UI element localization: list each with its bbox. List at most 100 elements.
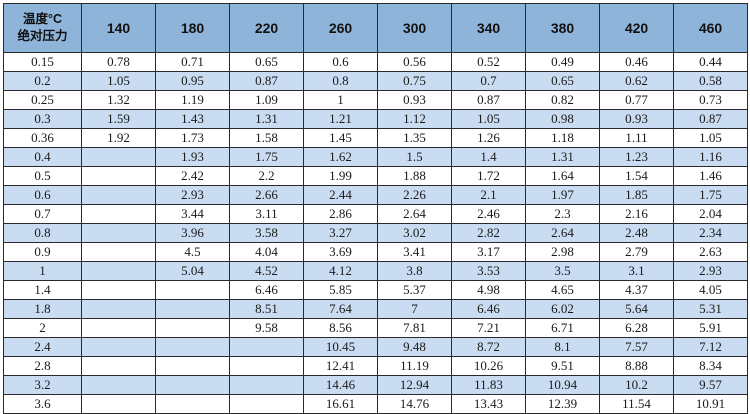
data-cell: 10.2 xyxy=(599,375,674,395)
data-cell: 4.37 xyxy=(599,280,674,300)
table-row: 0.2 1.05 0.95 0.87 0.8 0.75 0.7 0.65 0.62 0.58 xyxy=(3,71,748,91)
column-header-140: 140 xyxy=(81,3,156,53)
data-cell: 1.31 xyxy=(229,109,304,129)
data-cell: 3.1 xyxy=(599,261,674,281)
data-cell: 8.51 xyxy=(229,299,304,319)
row-header-cell: 3.2 xyxy=(3,375,82,395)
row-header-cell: 3.6 xyxy=(3,394,82,414)
table-row: 2.4 10.45 9.48 8.72 8.1 7.57 7.12 xyxy=(3,337,748,357)
data-cell: 7.21 xyxy=(451,318,526,338)
data-cell: 0.82 xyxy=(525,90,600,110)
column-header-420: 420 xyxy=(599,3,674,53)
corner-header-line-2: 绝对压力 xyxy=(17,29,68,43)
table-row: 0.7 3.44 3.11 2.86 2.64 2.46 2.3 2.16 2.04 xyxy=(3,204,748,224)
data-cell: 2.93 xyxy=(155,185,230,205)
data-cell: 2.64 xyxy=(377,204,452,224)
data-cell: 1.32 xyxy=(81,90,156,110)
data-cell: 0.87 xyxy=(451,90,526,110)
data-cell: 2.86 xyxy=(303,204,378,224)
data-cell: 0.6 xyxy=(303,52,378,72)
data-cell: 1.92 xyxy=(81,128,156,148)
data-cell xyxy=(81,147,156,167)
data-cell: 9.57 xyxy=(673,375,748,395)
data-cell: 6.02 xyxy=(525,299,600,319)
data-cell: 1.59 xyxy=(81,109,156,129)
data-cell: 2.48 xyxy=(599,223,674,243)
data-cell: 5.04 xyxy=(155,261,230,281)
data-cell: 1.05 xyxy=(673,128,748,148)
table-row: 2.8 12.41 11.19 10.26 9.51 8.88 8.34 xyxy=(3,356,748,376)
data-cell xyxy=(81,356,156,376)
table-row: 0.6 2.93 2.66 2.44 2.26 2.1 1.97 1.85 1.75 xyxy=(3,185,748,205)
data-cell: 10.91 xyxy=(673,394,748,414)
data-cell: 1.45 xyxy=(303,128,378,148)
data-cell xyxy=(155,394,230,414)
data-cell: 6.28 xyxy=(599,318,674,338)
data-cell: 2.46 xyxy=(451,204,526,224)
data-cell xyxy=(229,356,304,376)
data-cell: 2.42 xyxy=(155,166,230,186)
row-header-cell: 0.4 xyxy=(3,147,82,167)
data-cell xyxy=(81,223,156,243)
data-cell: 11.83 xyxy=(451,375,526,395)
data-cell: 1.46 xyxy=(673,166,748,186)
data-cell xyxy=(81,261,156,281)
data-cell: 1.26 xyxy=(451,128,526,148)
data-cell xyxy=(81,337,156,357)
data-cell: 11.54 xyxy=(599,394,674,414)
data-cell: 0.62 xyxy=(599,71,674,91)
data-cell: 2.63 xyxy=(673,242,748,262)
data-cell: 3.69 xyxy=(303,242,378,262)
data-cell: 1.43 xyxy=(155,109,230,129)
data-cell: 3.44 xyxy=(155,204,230,224)
data-cell: 1.05 xyxy=(81,71,156,91)
row-header-cell: 0.2 xyxy=(3,71,82,91)
table-row: 1.4 6.46 5.85 5.37 4.98 4.65 4.37 4.05 xyxy=(3,280,748,300)
table-row: 1 5.04 4.52 4.12 3.8 3.53 3.5 3.1 2.93 xyxy=(3,261,748,281)
data-cell: 4.98 xyxy=(451,280,526,300)
data-cell: 1.64 xyxy=(525,166,600,186)
data-cell: 4.52 xyxy=(229,261,304,281)
column-header-380: 380 xyxy=(525,3,600,53)
data-cell: 2.44 xyxy=(303,185,378,205)
data-cell: 2.98 xyxy=(525,242,600,262)
data-cell: 1.58 xyxy=(229,128,304,148)
data-cell xyxy=(155,318,230,338)
data-cell: 11.19 xyxy=(377,356,452,376)
row-header-cell: 0.5 xyxy=(3,166,82,186)
data-cell: 1.97 xyxy=(525,185,600,205)
table-body: 0.15 0.78 0.71 0.65 0.6 0.56 0.52 0.49 0.46 0.44 0… xyxy=(3,52,748,414)
data-cell: 3.5 xyxy=(525,261,600,281)
data-cell: 12.41 xyxy=(303,356,378,376)
corner-header-line-1: 温度°C xyxy=(22,12,63,27)
data-cell: 0.93 xyxy=(377,90,452,110)
data-cell xyxy=(81,204,156,224)
data-cell: 0.49 xyxy=(525,52,600,72)
data-cell: 1.88 xyxy=(377,166,452,186)
data-cell: 5.91 xyxy=(673,318,748,338)
data-cell: 8.1 xyxy=(525,337,600,357)
row-header-cell: 0.7 xyxy=(3,204,82,224)
data-cell: 6.46 xyxy=(451,299,526,319)
data-cell: 0.52 xyxy=(451,52,526,72)
data-cell xyxy=(229,375,304,395)
data-cell: 7 xyxy=(377,299,452,319)
row-header-cell: 0.3 xyxy=(3,109,82,129)
data-cell: 14.46 xyxy=(303,375,378,395)
table-row: 0.25 1.32 1.19 1.09 1 0.93 0.87 0.82 0.77 0.73 xyxy=(3,90,748,110)
data-cell: 0.73 xyxy=(673,90,748,110)
data-cell: 8.56 xyxy=(303,318,378,338)
data-cell: 4.05 xyxy=(673,280,748,300)
data-cell: 1.75 xyxy=(229,147,304,167)
data-cell xyxy=(155,337,230,357)
data-cell xyxy=(81,375,156,395)
data-cell: 2.3 xyxy=(525,204,600,224)
data-cell: 7.57 xyxy=(599,337,674,357)
column-header-260: 260 xyxy=(303,3,378,53)
data-cell: 0.95 xyxy=(155,71,230,91)
data-cell: 2.16 xyxy=(599,204,674,224)
data-cell: 1.62 xyxy=(303,147,378,167)
data-cell: 1.35 xyxy=(377,128,452,148)
data-cell: 2.82 xyxy=(451,223,526,243)
